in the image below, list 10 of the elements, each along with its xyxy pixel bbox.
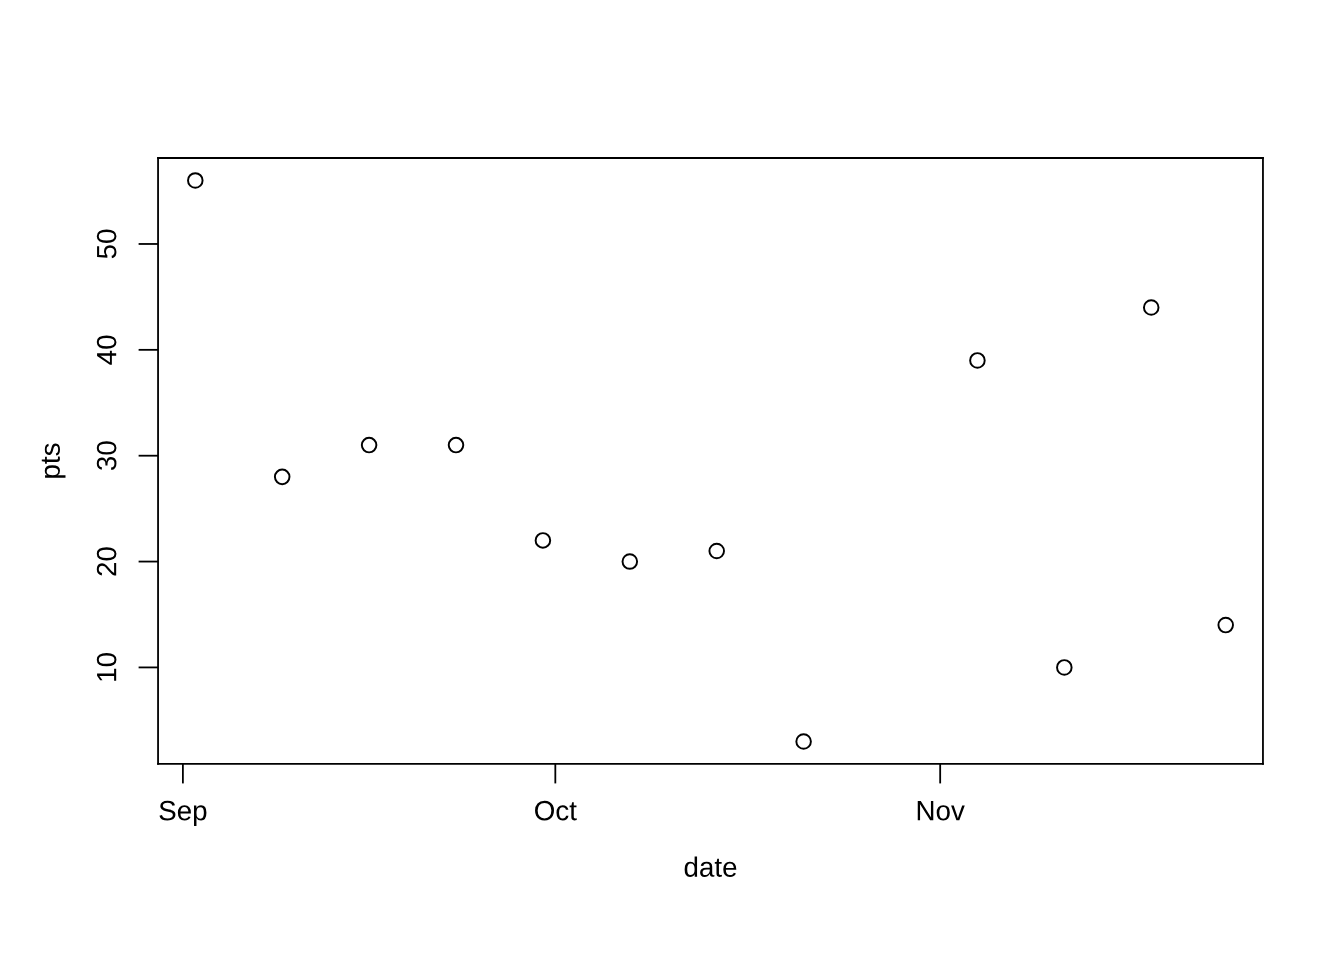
y-tick-label: 40: [96, 335, 117, 365]
y-tick-label: 30: [96, 441, 117, 471]
x-tick-label: Sep: [159, 800, 207, 826]
y-tick-label: 20: [96, 547, 117, 576]
y-tick-label: 10: [96, 653, 117, 681]
x-tick-label: Oct: [535, 800, 577, 821]
x-axis-title: date: [684, 856, 737, 877]
x-tick-label: Nov: [917, 801, 965, 821]
y-tick-label: 50: [96, 229, 117, 259]
y-axis-title: pts: [41, 443, 66, 478]
